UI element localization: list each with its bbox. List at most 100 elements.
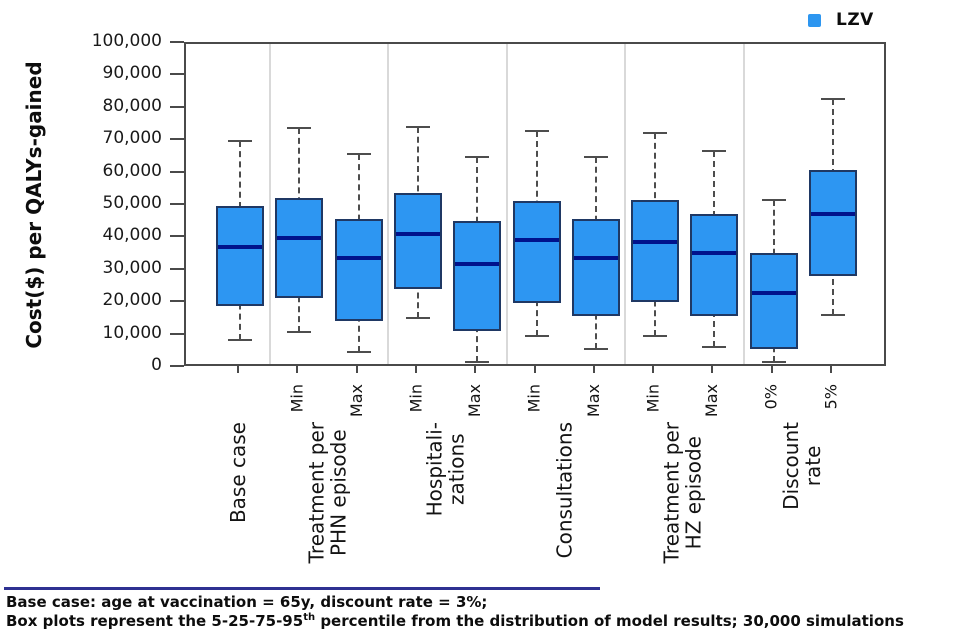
boxplot-box (393, 193, 442, 289)
panel-separator (624, 44, 627, 364)
median-line (218, 244, 262, 249)
x-tick-mark (533, 366, 536, 373)
x-sub-label: Max (702, 384, 722, 418)
x-group-label: Hospitali- zations (422, 422, 469, 517)
x-group-label: Treatment per HZ episode (659, 422, 706, 564)
x-tick-mark (711, 366, 714, 373)
footnote-boxplot-definition: Box plots represent the 5-25-75-95th per… (6, 612, 904, 630)
median-line (336, 255, 381, 260)
x-group-label: Treatment per PHN episode (303, 422, 350, 564)
panel-separator (268, 44, 271, 364)
y-tick-mark (170, 235, 184, 238)
median-line (514, 238, 559, 243)
boxplot-box (631, 199, 680, 302)
y-tick-label: 100,000 (91, 31, 162, 51)
whisker-cap-top (405, 125, 430, 128)
y-tick-mark (170, 300, 184, 303)
y-tick-mark (170, 138, 184, 141)
x-sub-label: Min (287, 384, 307, 413)
x-sub-label: 0% (761, 384, 781, 410)
y-tick-label: 60,000 (102, 160, 162, 181)
whisker-cap-top (643, 132, 668, 135)
panel-separator (387, 44, 390, 364)
y-tick-label: 20,000 (102, 290, 162, 311)
y-tick-label: 30,000 (102, 257, 162, 278)
boxplot-box (809, 170, 857, 276)
panel-separator (505, 44, 508, 364)
x-group-label: Base case (226, 422, 250, 524)
x-sub-label: Min (405, 384, 425, 413)
boxplot-box (690, 214, 739, 317)
x-sub-label: Max (583, 384, 603, 418)
whisker-cap-bottom (228, 339, 252, 342)
y-tick-label: 90,000 (102, 63, 162, 84)
x-tick-mark (355, 366, 358, 373)
whisker-cap-top (524, 130, 549, 133)
y-tick-label: 80,000 (102, 95, 162, 116)
footer-underline (4, 587, 600, 590)
panel-separator (743, 44, 746, 364)
y-tick-label: 0 (151, 355, 162, 375)
whisker-cap-bottom (643, 334, 668, 337)
whisker-cap-bottom (583, 347, 608, 350)
y-tick-mark (170, 105, 184, 108)
plot-area (184, 42, 886, 366)
median-line (692, 250, 737, 255)
x-tick-mark (414, 366, 417, 373)
footnote-base-case: Base case: age at vaccination = 65y, dis… (6, 593, 488, 611)
legend-lzv-swatch-icon (808, 13, 821, 27)
legend: LZV (808, 10, 874, 30)
y-tick-mark (170, 170, 184, 173)
boxplot-box (275, 197, 324, 299)
footnote-superscript-th: th (303, 612, 316, 623)
x-sub-label: Max (465, 384, 485, 418)
median-line (751, 291, 796, 296)
whisker-cap-top (346, 153, 371, 156)
boxplot-box (216, 206, 264, 307)
whisker-cap-top (702, 149, 727, 152)
x-tick-mark (592, 366, 595, 373)
y-tick-label: 50,000 (102, 193, 162, 213)
y-tick-label: 70,000 (102, 128, 162, 149)
y-tick-mark (170, 203, 184, 205)
whisker-cap-bottom (524, 334, 549, 337)
median-line (455, 262, 500, 267)
whisker-cap-bottom (821, 313, 845, 316)
x-sub-label: Min (524, 384, 544, 413)
boxplot-box (453, 220, 502, 331)
x-tick-mark (652, 366, 655, 373)
footnote-part-suffix: percentile from the distribution of mode… (315, 612, 904, 630)
whisker-cap-top (821, 98, 845, 101)
x-tick-mark (474, 366, 477, 373)
whisker-cap-bottom (702, 345, 727, 348)
whisker-cap-top (287, 127, 312, 130)
y-tick-mark (170, 332, 184, 335)
footnote-part-prefix: Box plots represent the 5-25-75-95 (6, 612, 304, 630)
legend-lzv-label: LZV (836, 10, 874, 30)
median-line (573, 255, 618, 260)
whisker-cap-bottom (761, 360, 786, 363)
x-sub-label: 5% (821, 384, 840, 410)
whisker-cap-bottom (405, 316, 430, 319)
x-sub-label: Max (346, 384, 366, 418)
y-tick-mark (170, 267, 184, 270)
boxplot-box (571, 218, 620, 317)
median-line (811, 212, 855, 217)
x-group-label: Discount rate (778, 422, 825, 510)
x-group-label: Consultations (552, 422, 577, 559)
median-line (633, 239, 678, 244)
whisker-cap-top (583, 156, 608, 159)
y-tick-mark (170, 365, 184, 367)
median-line (277, 236, 322, 241)
whisker-cap-bottom (465, 360, 490, 363)
whisker-cap-top (228, 140, 252, 143)
whisker-cap-top (465, 156, 490, 159)
median-line (395, 231, 440, 236)
x-tick-mark (237, 366, 239, 373)
y-tick-mark (170, 41, 184, 43)
y-tick-label: 10,000 (102, 322, 162, 343)
x-tick-mark (296, 366, 299, 373)
whisker-cap-top (761, 198, 786, 201)
x-sub-label: Min (643, 384, 663, 413)
boxplot-box (749, 252, 798, 349)
